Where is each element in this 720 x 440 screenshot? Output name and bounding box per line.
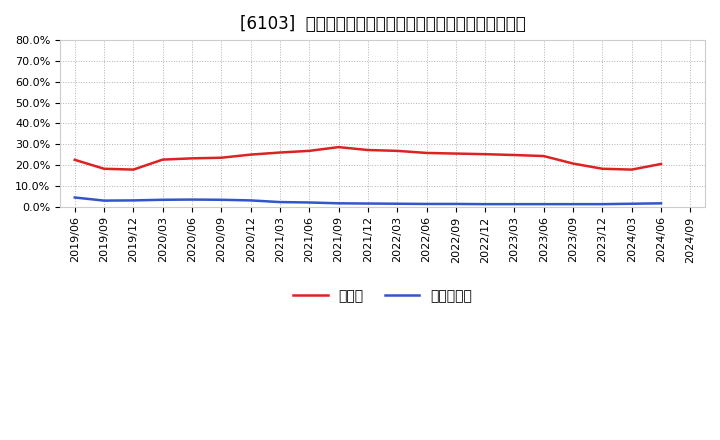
有利子負債 <box>539 202 548 207</box>
有利子負債 <box>393 201 402 206</box>
有利子負債 <box>451 202 460 207</box>
有利子負債 <box>188 197 197 202</box>
有利子負債 <box>422 202 431 207</box>
現預金 <box>129 167 138 172</box>
現預金 <box>510 152 519 158</box>
現預金 <box>188 156 197 161</box>
現預金 <box>246 152 255 157</box>
有利子負債 <box>158 197 167 202</box>
有利子負債 <box>71 195 79 200</box>
有利子負債 <box>100 198 109 203</box>
有利子負債 <box>129 198 138 203</box>
有利子負債 <box>627 201 636 206</box>
有利子負債 <box>510 202 519 207</box>
現預金 <box>481 151 490 157</box>
有利子負債 <box>276 199 284 205</box>
有利子負債 <box>305 200 314 205</box>
現預金 <box>100 166 109 172</box>
現預金 <box>158 157 167 162</box>
現預金 <box>334 144 343 150</box>
有利子負債 <box>481 202 490 207</box>
現預金 <box>451 151 460 156</box>
現預金 <box>217 155 225 160</box>
現預金 <box>305 148 314 154</box>
現預金 <box>598 166 607 172</box>
有利子負債 <box>364 201 372 206</box>
有利子負債 <box>598 202 607 207</box>
現預金 <box>364 147 372 153</box>
現預金 <box>657 161 665 167</box>
Title: [6103]  現預金、有利子負債の総資産に対する比率の推移: [6103] 現預金、有利子負債の総資産に対する比率の推移 <box>240 15 526 33</box>
有利子負債 <box>217 197 225 202</box>
現預金 <box>393 148 402 154</box>
現預金 <box>71 157 79 162</box>
現預金 <box>422 150 431 156</box>
有利子負債 <box>569 202 577 207</box>
現預金 <box>276 150 284 155</box>
有利子負債 <box>657 201 665 206</box>
現預金 <box>627 167 636 172</box>
有利子負債 <box>334 201 343 206</box>
Legend: 現預金, 有利子負債: 現預金, 有利子負債 <box>287 283 478 308</box>
Line: 有利子負債: 有利子負債 <box>75 198 661 204</box>
有利子負債 <box>246 198 255 203</box>
現預金 <box>539 154 548 159</box>
現預金 <box>569 161 577 166</box>
Line: 現預金: 現預金 <box>75 147 661 169</box>
